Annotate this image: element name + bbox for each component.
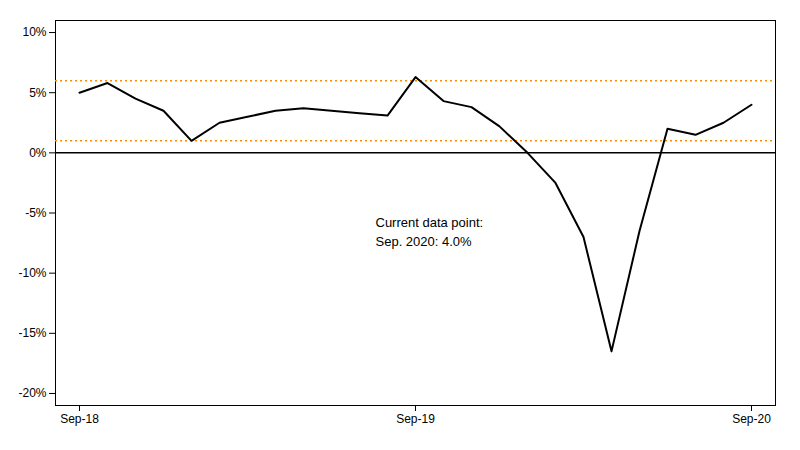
svg-text:10%: 10%: [22, 25, 46, 39]
svg-text:Sep-19: Sep-19: [396, 412, 435, 426]
svg-text:0%: 0%: [29, 146, 47, 160]
svg-text:Current data point:Sep. 2020:: Current data point:Sep. 2020: 4.0%: [376, 215, 484, 250]
svg-text:-15%: -15%: [18, 326, 46, 340]
svg-text:-20%: -20%: [18, 386, 46, 400]
svg-text:Sep-18: Sep-18: [60, 412, 99, 426]
svg-text:5%: 5%: [29, 86, 47, 100]
svg-text:Sep-20: Sep-20: [732, 412, 771, 426]
svg-text:-5%: -5%: [25, 206, 47, 220]
svg-text:-10%: -10%: [18, 266, 46, 280]
